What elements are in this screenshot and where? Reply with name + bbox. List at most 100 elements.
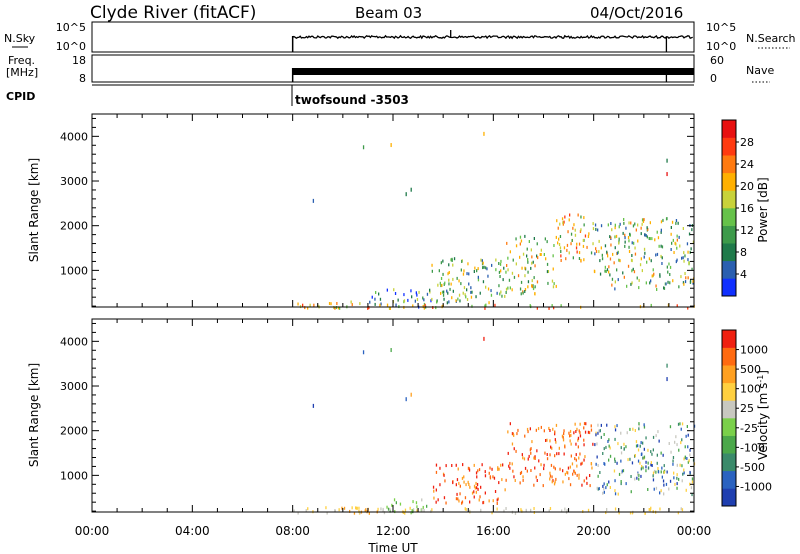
range-gate-cell — [560, 250, 562, 253]
range-gate-cell — [540, 425, 542, 429]
range-gate-cell — [609, 257, 612, 261]
range-gate-cell — [620, 451, 623, 455]
range-gate-cell — [592, 227, 595, 231]
range-gate-cell — [549, 429, 551, 432]
range-gate-cell — [634, 246, 636, 250]
range-gate-cell — [478, 468, 481, 472]
range-gate-cell — [610, 222, 612, 225]
range-gate-cell — [606, 483, 608, 487]
range-gate-cell — [393, 498, 396, 502]
range-gate-cell — [680, 275, 682, 279]
range-gate-cell — [500, 463, 502, 467]
range-gate-cell — [668, 262, 670, 266]
range-gate-cell — [614, 507, 617, 511]
range-gate-cell — [636, 276, 638, 280]
range-gate-cell — [468, 282, 470, 286]
range-gate-cell — [689, 448, 691, 452]
range-gate-cell — [577, 445, 579, 449]
range-gate-cell — [531, 279, 533, 283]
range-gate-cell — [633, 241, 635, 245]
range-gate-cell — [649, 281, 651, 285]
range-gate-cell — [597, 487, 599, 491]
range-gate-cell — [597, 228, 599, 232]
range-gate-cell — [583, 426, 585, 430]
range-gate-cell — [594, 252, 596, 256]
range-gate-cell — [568, 218, 570, 222]
range-gate-cell — [597, 423, 599, 427]
colorbar-tick-label: -1000 — [740, 480, 772, 493]
range-gate-cell — [375, 291, 377, 294]
range-gate-cell — [613, 469, 616, 473]
range-gate-cell — [596, 455, 598, 459]
colorbar-swatch — [722, 137, 736, 156]
range-gate-cell — [569, 483, 572, 487]
range-gate-cell — [463, 480, 465, 484]
range-gate-cell — [598, 250, 600, 254]
range-gate-cell — [463, 286, 466, 290]
range-gate-cell — [555, 477, 557, 481]
range-gate-cell — [520, 292, 522, 296]
range-gate-cell — [367, 306, 369, 310]
nsearch-label: N.Search — [746, 32, 796, 45]
range-gate-cell — [522, 252, 525, 256]
range-gate-cell — [447, 291, 449, 295]
range-gate-cell — [442, 259, 444, 263]
range-gate-cell — [564, 445, 566, 449]
range-gate-cell — [637, 459, 640, 463]
range-gate-cell — [498, 481, 500, 485]
range-gate-cell — [488, 301, 490, 305]
range-gate-cell — [508, 464, 510, 468]
range-gate-cell — [594, 270, 596, 274]
range-gate-cell — [631, 281, 633, 285]
range-gate-cell — [554, 467, 556, 471]
range-gate-cell — [587, 235, 590, 238]
range-gate-cell — [580, 215, 582, 219]
range-gate-cell — [574, 471, 576, 475]
isolated-cell — [405, 397, 407, 402]
range-gate-cell — [546, 453, 548, 456]
freq-label: Freq. — [8, 54, 35, 67]
range-gate-cell — [455, 483, 457, 487]
range-gate-cell — [553, 482, 556, 486]
range-gate-cell — [379, 303, 381, 307]
range-gate-cell — [639, 263, 642, 267]
range-gate-cell — [550, 445, 552, 449]
range-gate-cell — [613, 261, 615, 265]
range-gate-cell — [678, 235, 680, 239]
range-gate-cell — [480, 258, 482, 262]
range-gate-cell — [551, 446, 553, 450]
range-gate-cell — [527, 430, 529, 434]
power-panel: 1000 2000 3000 4000 Slant Range [km] — [27, 113, 695, 310]
range-gate-cell — [559, 222, 561, 226]
range-gate-cell — [614, 437, 616, 441]
range-gate-cell — [574, 233, 577, 237]
range-gate-cell — [656, 461, 658, 465]
range-gate-cell — [637, 223, 639, 227]
range-gate-cell — [678, 285, 680, 289]
velocity-colorbar-label-exp: -1 — [756, 375, 765, 383]
colorbar-swatch — [722, 418, 736, 436]
range-gate-cell — [540, 248, 542, 252]
range-gate-cell — [470, 286, 472, 290]
range-gate-cell — [572, 256, 574, 260]
colorbar-swatch — [722, 435, 736, 454]
range-gate-cell — [430, 299, 432, 303]
range-gate-cell — [680, 427, 682, 431]
range-gate-cell — [614, 489, 616, 493]
range-gate-cell — [462, 463, 464, 467]
y-tick-label: 2000 — [60, 425, 88, 438]
range-gate-cell — [412, 500, 414, 504]
range-gate-cell — [686, 242, 689, 246]
range-gate-cell — [608, 480, 610, 484]
range-gate-cell — [476, 269, 478, 273]
range-gate-cell — [554, 430, 556, 434]
range-gate-cell — [600, 246, 602, 250]
range-gate-cell — [595, 462, 597, 466]
range-gate-cell — [493, 476, 496, 480]
range-gate-cell — [536, 280, 539, 284]
range-gate-cell — [531, 284, 533, 288]
range-gate-cell — [677, 422, 680, 426]
range-gate-cell — [631, 254, 633, 257]
range-gate-cell — [569, 429, 572, 433]
